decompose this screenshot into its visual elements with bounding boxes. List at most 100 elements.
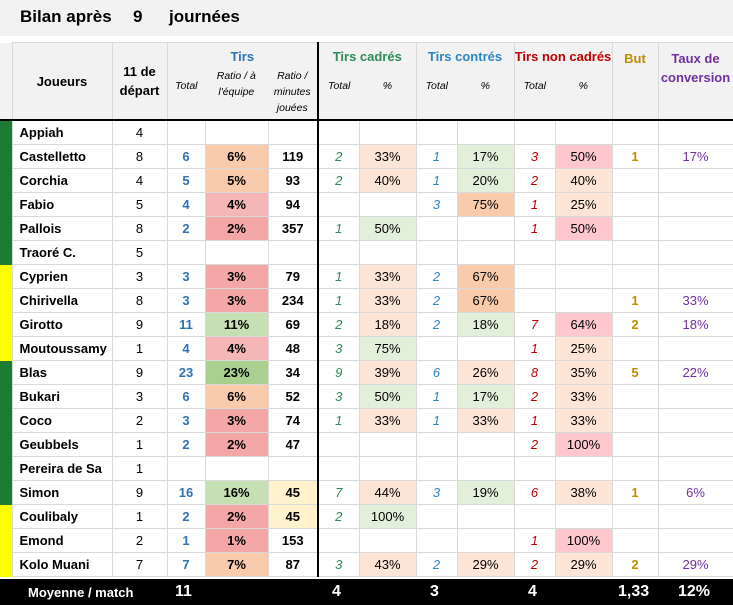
conversion-cell: [657, 336, 733, 361]
position-marker: [0, 216, 12, 241]
off-target-total: 2: [513, 552, 556, 577]
shots-ratio-team: 5%: [204, 168, 269, 193]
position-marker: [0, 264, 12, 289]
blocked-pct: 20%: [456, 168, 515, 193]
shots-ratio-minutes: 119: [267, 144, 320, 169]
header-shots-label: Tirs: [230, 49, 255, 64]
player-name: Moutoussamy: [11, 336, 113, 361]
position-marker: [0, 144, 12, 169]
on-target-pct: [358, 192, 417, 217]
on-target-pct: 100%: [358, 504, 417, 529]
on-target-total: 3: [317, 384, 360, 409]
on-target-total: 1: [317, 288, 360, 313]
position-marker: [0, 288, 12, 313]
conversion-cell: 18%: [657, 312, 733, 337]
blocked-pct: [456, 528, 515, 553]
starts-cell: 2: [111, 408, 168, 433]
player-name: Fabio: [11, 192, 113, 217]
goals-cell: [611, 240, 659, 265]
goals-cell: 1: [611, 144, 659, 169]
player-name: Traoré C.: [11, 240, 113, 265]
off-target-pct: 25%: [554, 192, 613, 217]
shots-ratio-minutes: 87: [267, 552, 320, 577]
blocked-total: [415, 504, 458, 529]
position-marker: [0, 528, 12, 553]
shots-total: [166, 119, 206, 145]
table-row: Coco 2 3 3% 74 1 33% 1 33% 1 33%: [0, 408, 733, 433]
conversion-cell: [657, 192, 733, 217]
shots-ratio-team: 3%: [204, 408, 269, 433]
on-target-pct: 75%: [358, 336, 417, 361]
shots-total: 3: [166, 408, 206, 433]
goals-cell: [611, 528, 659, 553]
player-name: Appiah: [11, 119, 113, 145]
table-row: Geubbels 1 2 2% 47 2 100%: [0, 432, 733, 457]
off-target-total: 1: [513, 528, 556, 553]
starts-cell: 9: [111, 360, 168, 385]
on-target-pct: 33%: [358, 144, 417, 169]
shots-ratio-team: 1%: [204, 528, 269, 553]
starts-cell: 2: [111, 528, 168, 553]
goals-cell: [611, 264, 659, 289]
blocked-total: [415, 119, 458, 145]
footer-shots: 11: [175, 583, 192, 600]
starts-cell: 5: [111, 192, 168, 217]
shots-ratio-minutes: 74: [267, 408, 320, 433]
header-row: Joueurs 11 de départ Tirs Total Ratio / …: [0, 42, 733, 121]
blocked-pct: [456, 119, 515, 145]
conversion-cell: 6%: [657, 480, 733, 505]
goals-cell: [611, 336, 659, 361]
on-target-pct: 33%: [358, 408, 417, 433]
starts-cell: 1: [111, 456, 168, 481]
header-blocked-label: Tirs contrés: [427, 49, 503, 64]
goals-cell: 5: [611, 360, 659, 385]
on-target-total: 1: [317, 216, 360, 241]
starts-cell: 3: [111, 384, 168, 409]
blocked-pct: 26%: [456, 360, 515, 385]
starts-cell: 1: [111, 432, 168, 457]
blocked-pct: [456, 240, 515, 265]
position-marker: [0, 360, 12, 385]
goals-cell: [611, 168, 659, 193]
on-target-total: [317, 456, 360, 481]
table-row: Emond 2 1 1% 153 1 100%: [0, 528, 733, 553]
starts-cell: 9: [111, 312, 168, 337]
off-target-pct: [554, 456, 613, 481]
off-target-total: [513, 456, 556, 481]
on-target-pct: [358, 432, 417, 457]
on-target-pct: [358, 240, 417, 265]
blocked-total: [415, 240, 458, 265]
header-on-target-label: Tirs cadrés: [332, 49, 402, 64]
off-target-pct: [554, 288, 613, 313]
off-target-total: 2: [513, 168, 556, 193]
shots-total: [166, 456, 206, 481]
off-target-total: 1: [513, 408, 556, 433]
on-target-total: [317, 432, 360, 457]
shots-ratio-minutes: 47: [267, 432, 320, 457]
blocked-total: 1: [415, 168, 458, 193]
starts-cell: 5: [111, 240, 168, 265]
on-target-total: [317, 240, 360, 265]
shots-ratio-minutes: 48: [267, 336, 320, 361]
blocked-pct: 33%: [456, 408, 515, 433]
conversion-cell: [657, 119, 733, 145]
starts-cell: 1: [111, 504, 168, 529]
conversion-cell: [657, 216, 733, 241]
blocked-total: 2: [415, 312, 458, 337]
shots-ratio-minutes: [267, 456, 320, 481]
on-target-total: 9: [317, 360, 360, 385]
footer-blocked: 3: [430, 583, 439, 600]
position-marker: [0, 384, 12, 409]
shots-total: 16: [166, 480, 206, 505]
player-name: Corchia: [11, 168, 113, 193]
off-target-pct: 29%: [554, 552, 613, 577]
on-target-pct: 18%: [358, 312, 417, 337]
conversion-cell: [657, 432, 733, 457]
starts-cell: 7: [111, 552, 168, 577]
shots-total: 23: [166, 360, 206, 385]
conversion-cell: [657, 528, 733, 553]
shots-total: 4: [166, 336, 206, 361]
position-marker: [0, 432, 12, 457]
blocked-pct: [456, 456, 515, 481]
position-marker: [0, 192, 12, 217]
